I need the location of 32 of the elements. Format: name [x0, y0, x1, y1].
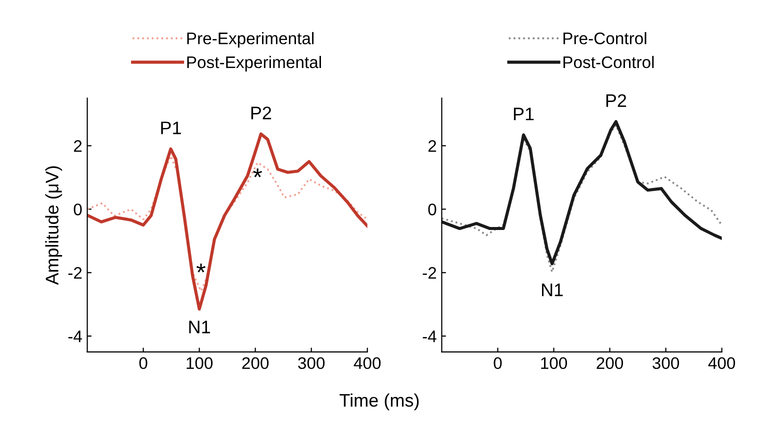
y-tick-label: -4 [422, 330, 436, 342]
x-tick-label: 0 [494, 357, 502, 370]
legend-label: Post-Experimental [187, 56, 321, 72]
annotation: * [253, 168, 262, 178]
annotation: P2 [251, 106, 272, 120]
x-axis-title: Time (ms) [340, 393, 419, 410]
x-tick-label: 300 [298, 357, 325, 370]
legend-label: Pre-Experimental [187, 32, 314, 48]
y-axis-title: Amplitude (μV) [45, 166, 62, 285]
annotation: P1 [161, 122, 181, 134]
x-tick-label: 100 [541, 357, 568, 370]
y-tick-label: 2 [74, 140, 82, 152]
annotation: N1 [189, 320, 210, 334]
y-tick-label: 0 [428, 204, 436, 216]
y-tick-label: -2 [422, 267, 436, 279]
annotation: P1 [514, 108, 534, 120]
y-tick-label: -4 [68, 330, 82, 342]
annotation: * [196, 264, 206, 272]
x-tick-label: 300 [652, 357, 680, 370]
y-tick-label: -2 [68, 267, 82, 279]
x-tick-label: 400 [354, 357, 381, 370]
y-tick-label: 2 [428, 140, 436, 152]
x-tick-label: 200 [596, 357, 624, 370]
x-tick-label: 400 [708, 357, 736, 370]
annotation: P2 [606, 94, 626, 107]
legend-label: Pre-Control [563, 32, 646, 44]
annotation: N1 [542, 284, 563, 296]
legend-label: Post-Control [563, 56, 654, 68]
x-tick-label: 200 [242, 357, 269, 370]
x-tick-label: 100 [186, 357, 213, 370]
x-tick-label: 0 [139, 357, 148, 370]
y-tick-label: 0 [74, 204, 82, 216]
